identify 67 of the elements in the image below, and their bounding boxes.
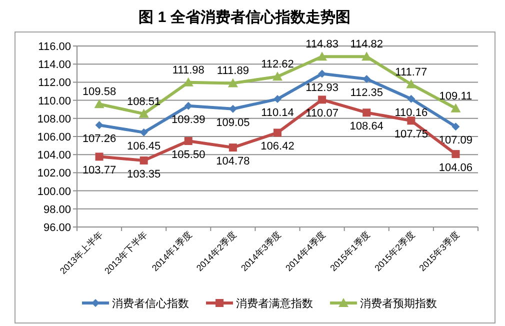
data-label: 104.78 (216, 156, 250, 168)
data-label: 106.42 (260, 140, 294, 153)
point (140, 128, 148, 136)
data-label: 111.89 (216, 65, 249, 78)
y-tick-label: 108.00 (37, 113, 71, 126)
point (407, 116, 416, 125)
legend-label: 消费者信心指数 (112, 297, 189, 310)
point (138, 108, 149, 118)
data-label: 103.35 (127, 168, 161, 180)
data-label: 105.50 (172, 149, 206, 162)
data-label: 108.51 (127, 96, 161, 108)
point (362, 75, 371, 84)
point (95, 152, 104, 161)
point (228, 78, 238, 88)
y-tick-label: 110.00 (38, 95, 71, 108)
point (318, 70, 326, 78)
point (450, 103, 461, 112)
point (95, 121, 104, 130)
data-label: 110.07 (306, 108, 338, 120)
legend-label: 消费者预期指数 (360, 297, 437, 310)
point (228, 144, 237, 152)
y-tick-label: 114.00 (38, 59, 71, 72)
point (318, 96, 326, 104)
point (406, 79, 416, 88)
y-tick-label: 100.00 (37, 186, 71, 198)
y-tick-label: 98.00 (43, 204, 71, 216)
data-label: 114.82 (350, 38, 384, 51)
point (452, 122, 460, 131)
data-label: 112.35 (350, 87, 384, 100)
data-label: 103.77 (82, 164, 116, 177)
data-label: 112.62 (261, 58, 294, 71)
data-label: 109.11 (439, 90, 472, 102)
y-tick-label: 116.00 (38, 41, 71, 53)
data-label: 111.77 (395, 66, 428, 78)
data-label: 107.09 (438, 134, 473, 147)
data-label: 110.14 (261, 107, 294, 120)
data-label: 107.75 (394, 128, 428, 141)
data-label: 111.98 (172, 64, 204, 76)
y-tick-label: 106.00 (37, 132, 71, 144)
point (272, 72, 282, 81)
data-label: 109.58 (82, 86, 116, 98)
y-tick-label: 112.00 (38, 77, 71, 90)
point (274, 128, 282, 137)
y-tick-label: 104.00 (37, 150, 71, 162)
data-label: 112.93 (306, 82, 338, 94)
data-label: 107.26 (82, 133, 116, 146)
data-label: 106.45 (127, 140, 161, 152)
data-label: 108.64 (350, 120, 384, 133)
data-label: 114.83 (306, 38, 338, 51)
data-label: 109.39 (172, 114, 206, 126)
point (184, 137, 192, 146)
data-label: 109.05 (216, 116, 250, 129)
point (317, 52, 328, 61)
chart-title: 图 1 全省消费者信心指数走势图 (138, 8, 350, 26)
point (362, 52, 372, 61)
y-tick-label: 96.00 (43, 222, 71, 234)
data-label: 110.16 (394, 106, 428, 119)
point (274, 95, 282, 104)
y-tick-label: 102.00 (37, 168, 71, 180)
data-label: 104.06 (438, 162, 473, 174)
point (407, 94, 416, 103)
point (94, 99, 104, 108)
legend-label: 消费者满意指数 (236, 297, 313, 310)
point (362, 108, 371, 117)
point (452, 150, 460, 158)
point (140, 156, 148, 164)
point (184, 102, 192, 110)
